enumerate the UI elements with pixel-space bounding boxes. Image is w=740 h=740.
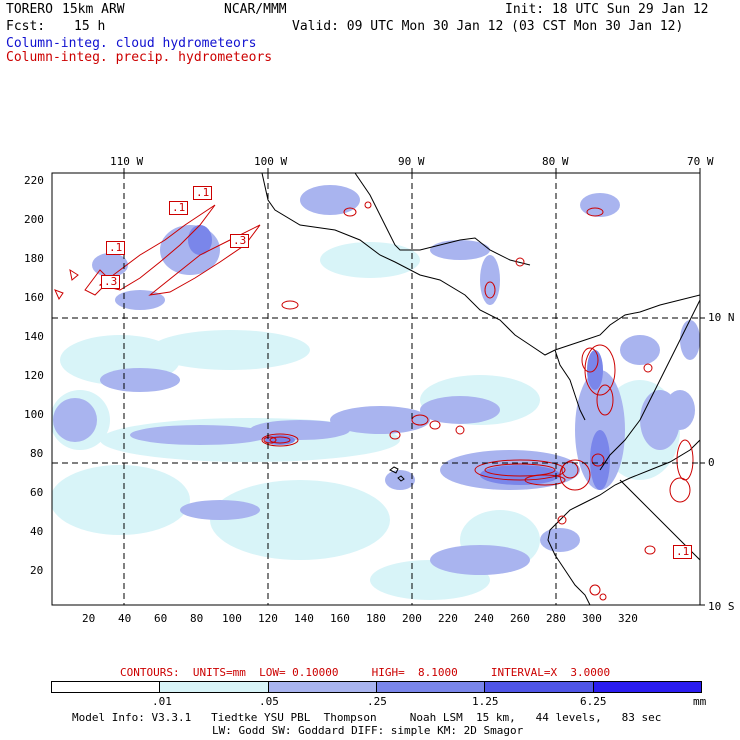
forecast-label: Fcst: — [6, 19, 46, 34]
colorbar-unit: mm — [693, 695, 707, 708]
contour-label-box: .1 — [673, 545, 693, 559]
left-axis-label: 80 — [30, 447, 44, 460]
contour-label-box: .3 — [230, 234, 250, 248]
top-axis-label: 100 W — [254, 155, 288, 168]
bottom-axis-label: 140 — [294, 612, 314, 625]
left-axis-label: 100 — [24, 408, 44, 421]
colorbar-tick: .05 — [259, 695, 279, 708]
precip-contours — [54, 201, 694, 601]
left-axis-label: 20 — [30, 564, 44, 577]
colorbar-bin — [52, 682, 161, 692]
left-axis-label: 60 — [30, 486, 44, 499]
colorbar-bin — [376, 682, 486, 692]
model-info: Model Info: V3.3.1 Tiedtke YSU PBL Thomp… — [72, 711, 662, 724]
model-physics: LW: Godd SW: Goddard DIFF: simple KM: 2D… — [212, 724, 524, 737]
left-axis-label: 160 — [24, 291, 44, 304]
model-resolution: 15km ARW — [62, 2, 125, 17]
organization: NCAR/MMM — [224, 2, 287, 17]
coastlines — [261, 173, 700, 605]
contours-info: CONTOURS: UNITS=mm LOW= 0.10000 HIGH= 8.… — [120, 666, 611, 679]
colorbar-tick: .01 — [152, 695, 172, 708]
right-axis-label: 0 — [708, 456, 715, 469]
bottom-axis-label: 240 — [474, 612, 494, 625]
colorbar-tick: .25 — [367, 695, 387, 708]
colorbar — [51, 681, 702, 693]
bottom-axis-label: 200 — [402, 612, 422, 625]
colorbar-bin — [485, 682, 594, 692]
bottom-axis-label: 20 — [82, 612, 96, 625]
contour-label-box: .1 — [169, 201, 189, 215]
colorbar-bin — [593, 682, 701, 692]
left-axis-label: 180 — [24, 252, 44, 265]
bottom-axis-label: 220 — [438, 612, 458, 625]
left-axis-label: 220 — [24, 174, 44, 187]
top-axis-label: 110 W — [110, 155, 144, 168]
model-name: TORERO — [6, 2, 53, 17]
grid-lines — [52, 173, 700, 605]
bottom-axis-label: 160 — [330, 612, 350, 625]
top-axis-label: 90 W — [398, 155, 425, 168]
cloud-field-label: Column-integ. cloud hydrometeors — [6, 36, 257, 51]
contour-label-box: .1 — [193, 186, 213, 200]
bottom-axis-label: 40 — [118, 612, 132, 625]
left-axis-label: 140 — [24, 330, 44, 343]
contour-label-box: .3 — [101, 275, 121, 289]
colorbar-tick: 1.25 — [472, 695, 499, 708]
colorbar-bin — [160, 682, 269, 692]
map-frame — [51, 172, 701, 606]
right-axis-label: 10 N — [708, 311, 735, 324]
bottom-axis-label: 180 — [366, 612, 386, 625]
colorbar-tick: 6.25 — [580, 695, 607, 708]
axis-ticks — [123, 168, 705, 606]
precip-field-label: Column-integ. precip. hydrometeors — [6, 50, 273, 65]
left-axis-label: 40 — [30, 525, 44, 538]
right-axis-label: 10 S — [708, 600, 735, 613]
contour-label-box: .1 — [106, 241, 126, 255]
top-axis-label: 80 W — [542, 155, 569, 168]
bottom-axis-label: 260 — [510, 612, 530, 625]
bottom-axis-label: 300 — [582, 612, 602, 625]
bottom-axis-label: 320 — [618, 612, 638, 625]
bottom-axis-label: 80 — [190, 612, 204, 625]
bottom-axis-label: 100 — [222, 612, 242, 625]
top-axis-label: 70 W — [687, 155, 714, 168]
left-axis-label: 120 — [24, 369, 44, 382]
bottom-axis-label: 60 — [154, 612, 168, 625]
valid-time: Valid: 09 UTC Mon 30 Jan 12 (03 CST Mon … — [292, 19, 684, 34]
bottom-axis-label: 280 — [546, 612, 566, 625]
colorbar-bin — [268, 682, 377, 692]
bottom-axis-label: 120 — [258, 612, 278, 625]
init-time: Init: 18 UTC Sun 29 Jan 12 — [505, 2, 709, 17]
forecast-hours: 15 h — [74, 19, 106, 34]
left-axis-label: 200 — [24, 213, 44, 226]
